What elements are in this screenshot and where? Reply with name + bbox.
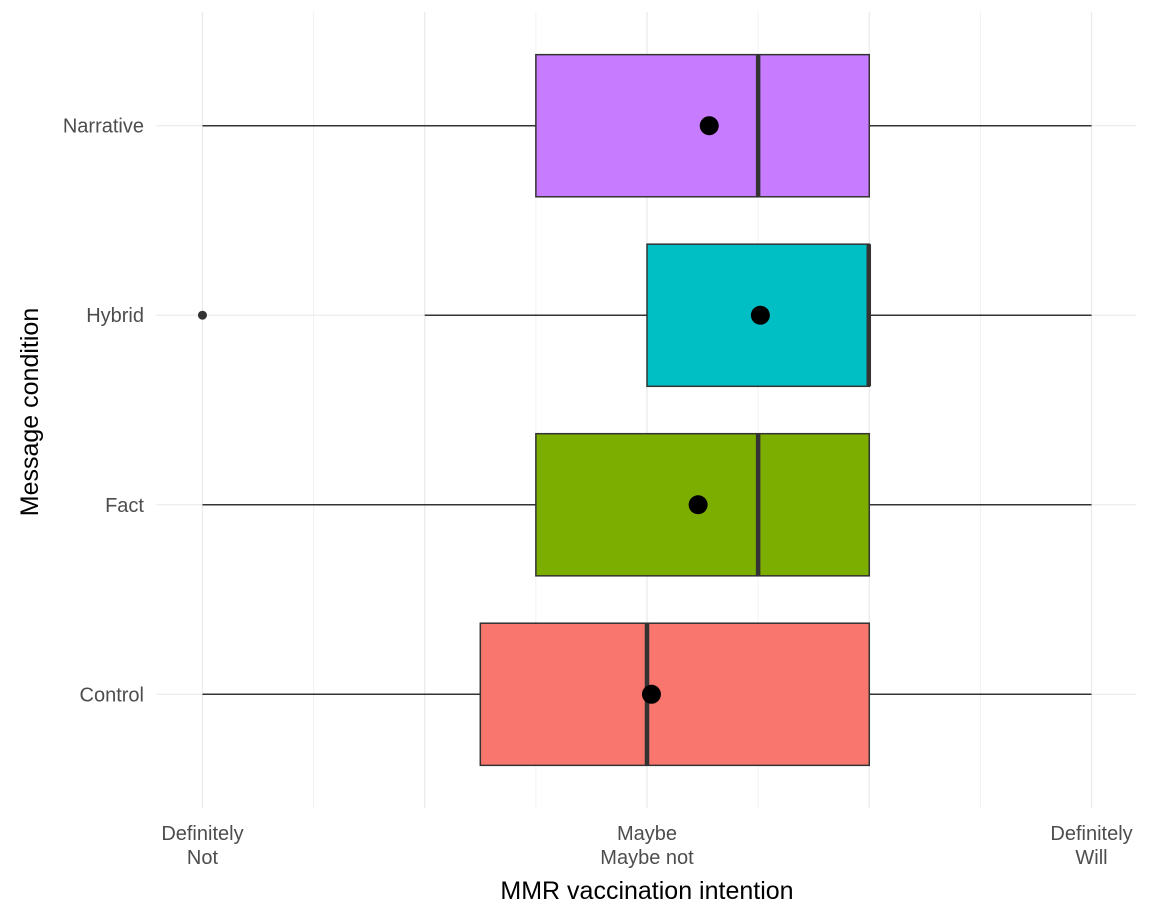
- x-axis-title: MMR vaccination intention: [500, 877, 793, 905]
- y-tick-label: Hybrid: [86, 305, 144, 327]
- x-tick-label-line: Definitely: [1050, 823, 1132, 845]
- x-tick-label-line: Maybe not: [600, 847, 694, 869]
- x-tick-label: Definitely Will: [1050, 823, 1132, 869]
- box-fact: [202, 432, 1092, 577]
- iqr-box: [479, 622, 871, 767]
- x-tick-label-line: Not: [187, 847, 219, 869]
- y-tick-label: Control: [80, 684, 144, 706]
- boxplot-series: [197, 53, 1092, 767]
- y-tick-label: Fact: [105, 495, 144, 517]
- x-tick-label-line: Will: [1075, 847, 1107, 869]
- mean-point: [750, 305, 770, 325]
- box-hybrid: [197, 243, 1092, 388]
- y-axis-title: Message condition: [16, 308, 44, 516]
- box-narrative: [202, 53, 1092, 198]
- x-tick-label-line: Maybe: [617, 823, 677, 845]
- y-axis-tick-labels: Control Fact Hybrid Narrative: [63, 116, 158, 706]
- y-tick-label: Narrative: [63, 116, 144, 138]
- x-tick-label-line: Definitely: [161, 823, 243, 845]
- outlier-point: [197, 310, 207, 320]
- mean-point: [699, 116, 719, 136]
- x-tick-label: Definitely Not: [161, 823, 243, 869]
- box-control: [202, 622, 1092, 767]
- x-tick-label: Maybe Maybe not: [600, 823, 694, 869]
- mean-point: [641, 684, 661, 704]
- mean-point: [688, 495, 708, 515]
